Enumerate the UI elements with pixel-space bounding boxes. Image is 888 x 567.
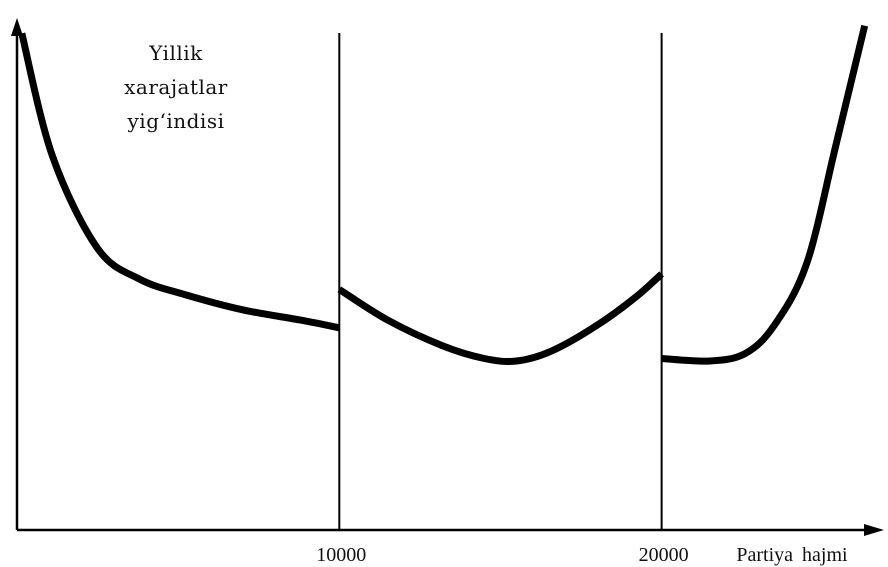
boundary-lines (338, 33, 663, 530)
cost-curves (18, 24, 869, 366)
cost-curve-segment-2 (337, 271, 664, 366)
cost-curve-segment-1 (18, 32, 340, 332)
x-axis-label: Partiya hajmi (736, 544, 848, 566)
y-axis-label-line-1: Yillik (148, 41, 203, 65)
axes (11, 18, 884, 536)
y-axis-arrow (11, 18, 23, 36)
x-axis-arrow (864, 524, 884, 536)
y-axis-label-line-3: yig‘indisi (127, 109, 225, 133)
y-axis-label-line-2: xarajatlar (124, 75, 228, 99)
cost-curve-segment-3 (661, 24, 869, 365)
x-tick-labels: 10000 20000 (316, 544, 688, 566)
x-tick-label-1: 10000 (316, 544, 366, 566)
y-axis-label: Yillik xarajatlar yig‘indisi (124, 41, 228, 133)
x-tick-label-2: 20000 (639, 544, 689, 566)
